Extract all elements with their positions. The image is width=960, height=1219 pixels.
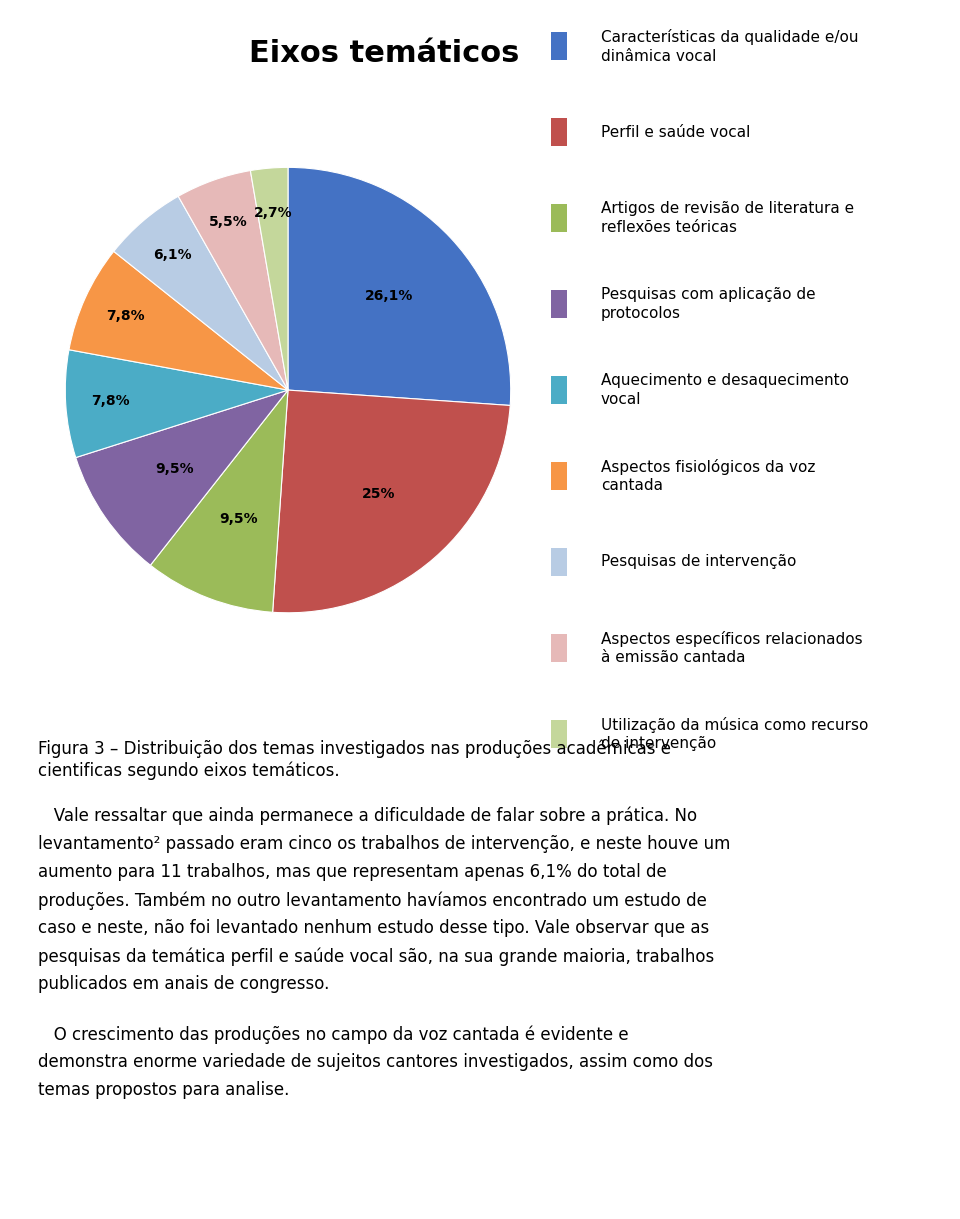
- Text: Aspectos fisiológicos da voz
cantada: Aspectos fisiológicos da voz cantada: [601, 458, 815, 494]
- Text: 25%: 25%: [362, 488, 396, 501]
- Wedge shape: [113, 196, 288, 390]
- Text: 7,8%: 7,8%: [107, 310, 145, 323]
- Text: Perfil e saúde vocal: Perfil e saúde vocal: [601, 124, 750, 140]
- Wedge shape: [76, 390, 288, 566]
- Bar: [551, 290, 567, 318]
- Text: produções. Também no outro levantamento havíamos encontrado um estudo de: produções. Também no outro levantamento …: [38, 891, 708, 909]
- Bar: [551, 33, 567, 60]
- Text: Eixos temáticos: Eixos temáticos: [249, 39, 519, 68]
- Text: Aquecimento e desaquecimento
vocal: Aquecimento e desaquecimento vocal: [601, 373, 849, 407]
- Text: publicados em anais de congresso.: publicados em anais de congresso.: [38, 975, 330, 993]
- Bar: [551, 549, 567, 575]
- Text: levantamento² passado eram cinco os trabalhos de intervenção, e neste houve um: levantamento² passado eram cinco os trab…: [38, 835, 731, 853]
- Text: Figura 3 – Distribuição dos temas investigados nas produções acadêmicas e: Figura 3 – Distribuição dos temas invest…: [38, 740, 671, 758]
- Wedge shape: [69, 251, 288, 390]
- Text: 9,5%: 9,5%: [219, 512, 257, 525]
- Wedge shape: [251, 167, 288, 390]
- Text: Pesquisas com aplicação de
protocolos: Pesquisas com aplicação de protocolos: [601, 288, 815, 321]
- Text: 7,8%: 7,8%: [91, 394, 130, 408]
- Text: Vale ressaltar que ainda permanece a dificuldade de falar sobre a prática. No: Vale ressaltar que ainda permanece a dif…: [38, 807, 698, 825]
- Wedge shape: [288, 167, 511, 406]
- Text: Pesquisas de intervenção: Pesquisas de intervenção: [601, 555, 796, 569]
- Bar: [551, 634, 567, 662]
- Wedge shape: [273, 390, 510, 613]
- Bar: [551, 118, 567, 146]
- Bar: [551, 377, 567, 403]
- Text: cientificas segundo eixos temáticos.: cientificas segundo eixos temáticos.: [38, 762, 340, 780]
- Text: 6,1%: 6,1%: [153, 247, 192, 262]
- Text: 9,5%: 9,5%: [156, 462, 194, 475]
- Bar: [551, 462, 567, 490]
- Text: 5,5%: 5,5%: [208, 216, 248, 229]
- Text: 2,7%: 2,7%: [253, 206, 292, 219]
- Text: Características da qualidade e/ou
dinâmica vocal: Características da qualidade e/ou dinâmi…: [601, 29, 858, 63]
- Wedge shape: [65, 350, 288, 457]
- Bar: [551, 720, 567, 747]
- Bar: [551, 205, 567, 232]
- Text: 26,1%: 26,1%: [365, 289, 413, 302]
- Text: demonstra enorme variedade de sujeitos cantores investigados, assim como dos: demonstra enorme variedade de sujeitos c…: [38, 1053, 713, 1072]
- Wedge shape: [151, 390, 288, 612]
- Text: O crescimento das produções no campo da voz cantada é evidente e: O crescimento das produções no campo da …: [38, 1025, 629, 1043]
- Text: Artigos de revisão de literatura e
reflexões teóricas: Artigos de revisão de literatura e refle…: [601, 201, 854, 235]
- Text: pesquisas da temática perfil e saúde vocal são, na sua grande maioria, trabalhos: pesquisas da temática perfil e saúde voc…: [38, 947, 714, 965]
- Text: temas propostos para analise.: temas propostos para analise.: [38, 1081, 290, 1100]
- Text: aumento para 11 trabalhos, mas que representam apenas 6,1% do total de: aumento para 11 trabalhos, mas que repre…: [38, 863, 667, 881]
- Text: caso e neste, não foi levantado nenhum estudo desse tipo. Vale observar que as: caso e neste, não foi levantado nenhum e…: [38, 919, 709, 937]
- Text: Utilização da música como recurso
de intervenção: Utilização da música como recurso de int…: [601, 717, 868, 751]
- Wedge shape: [179, 171, 288, 390]
- Text: Aspectos específicos relacionados
à emissão cantada: Aspectos específicos relacionados à emis…: [601, 630, 862, 666]
